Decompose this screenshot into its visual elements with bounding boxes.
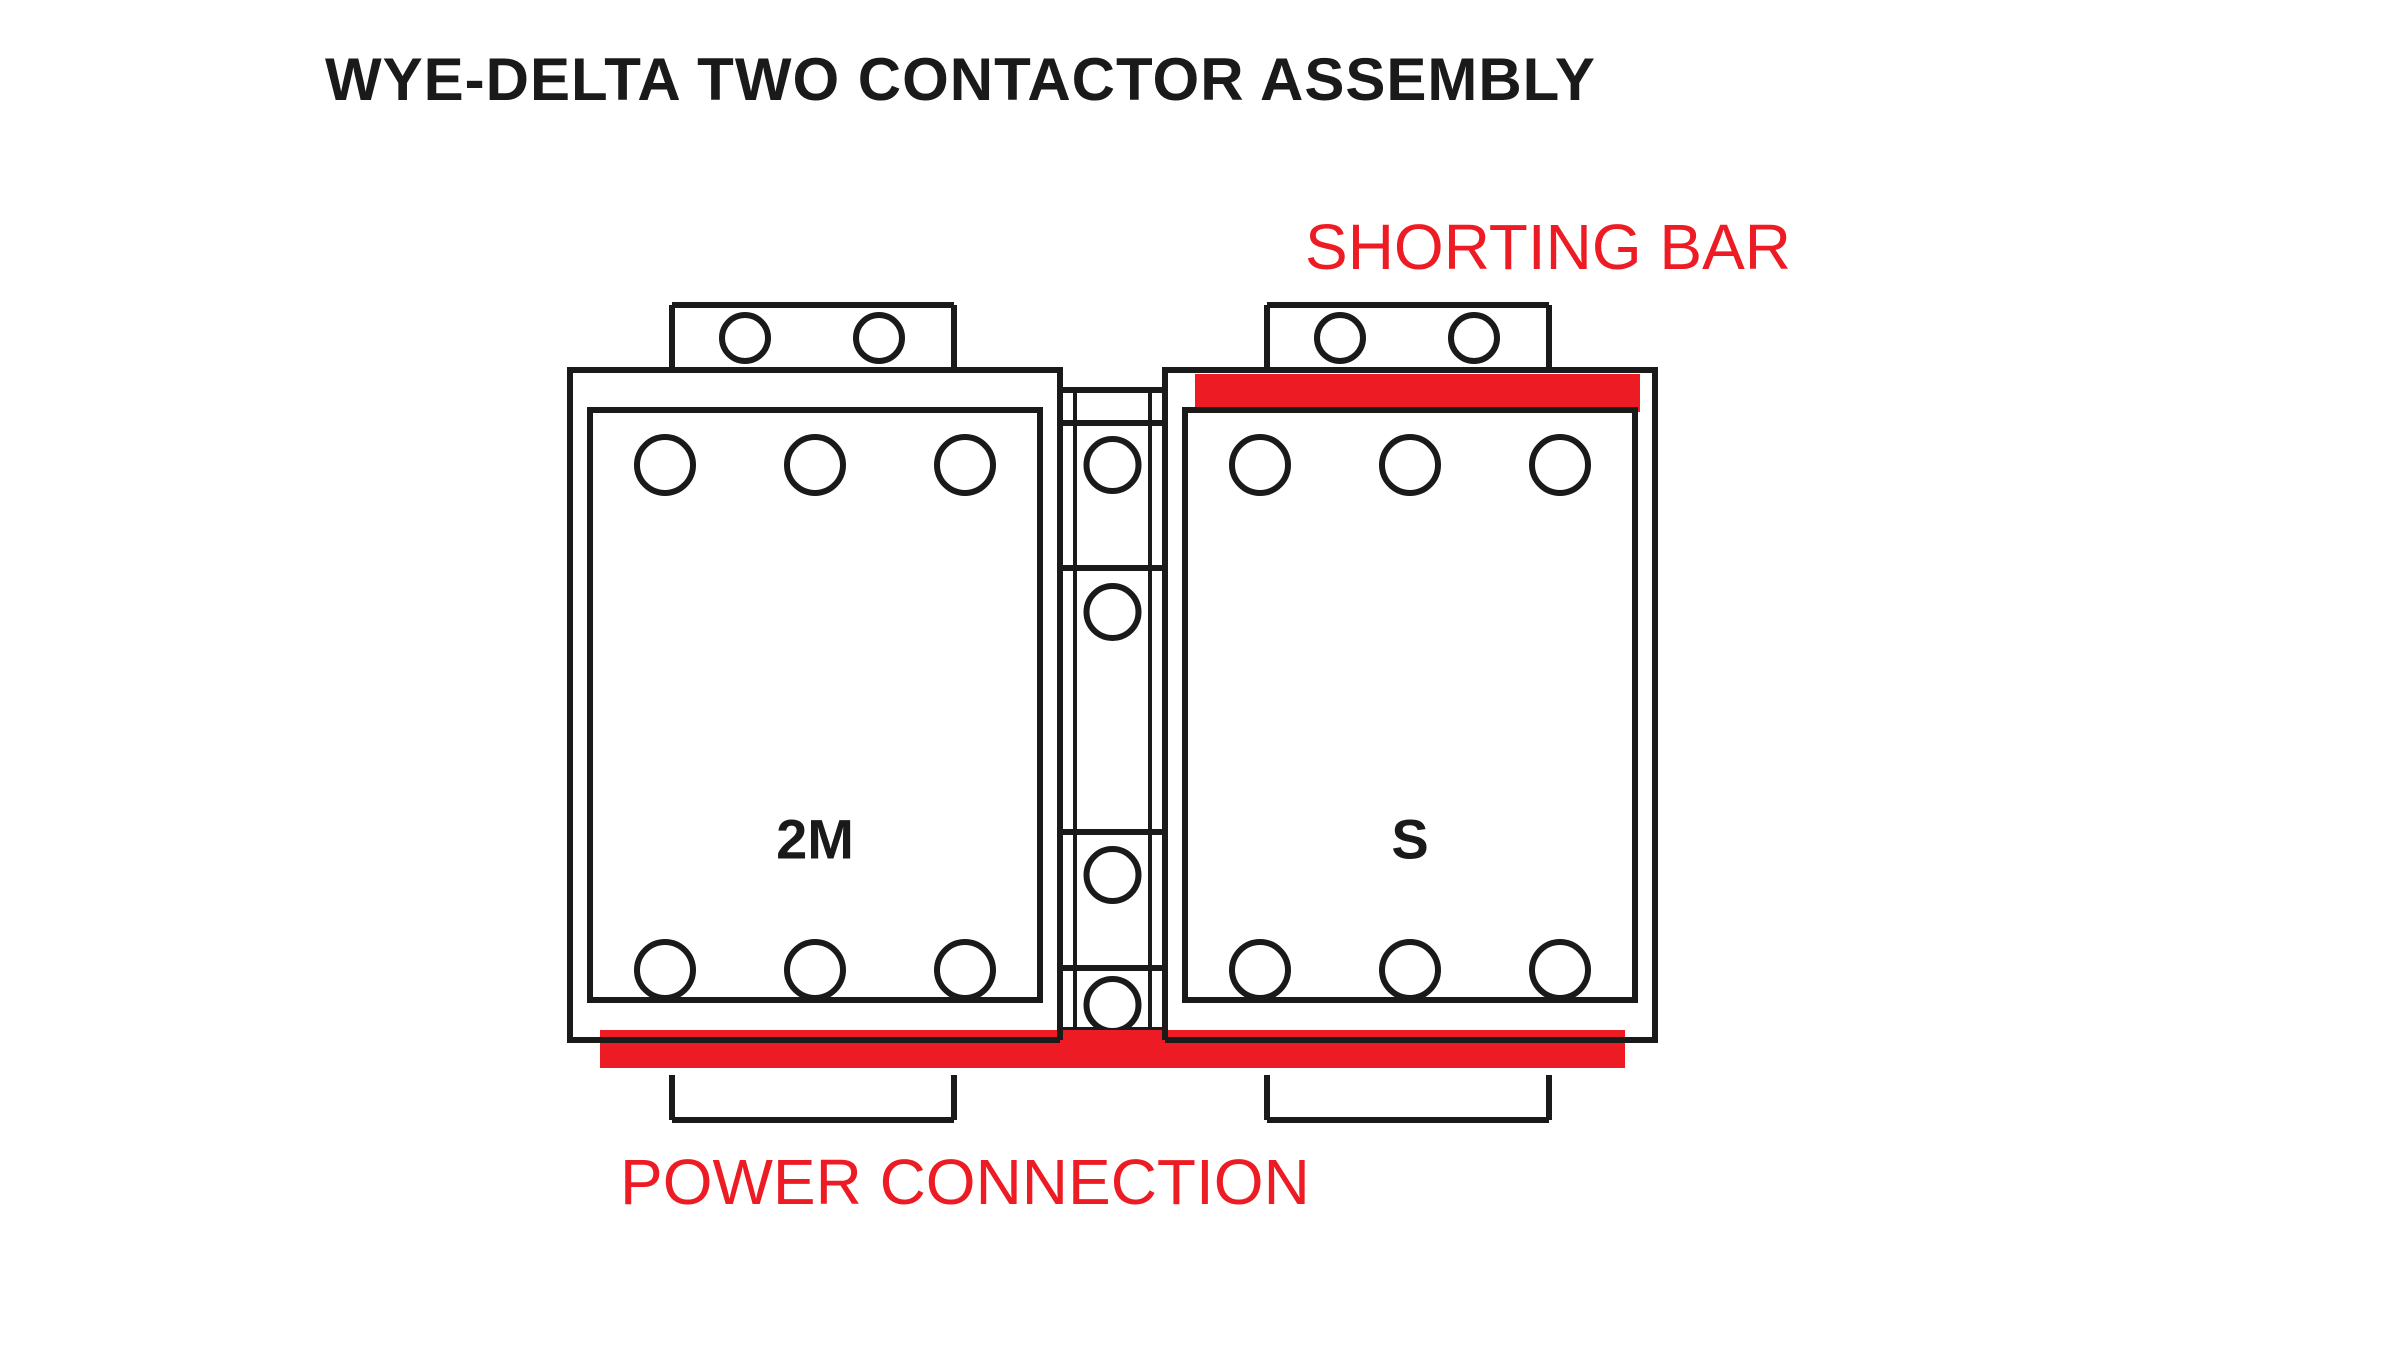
contactor-assembly-diagram: 2M S: [0, 0, 2400, 1350]
svg-text:2M: 2M: [776, 807, 854, 870]
svg-text:S: S: [1391, 807, 1428, 870]
